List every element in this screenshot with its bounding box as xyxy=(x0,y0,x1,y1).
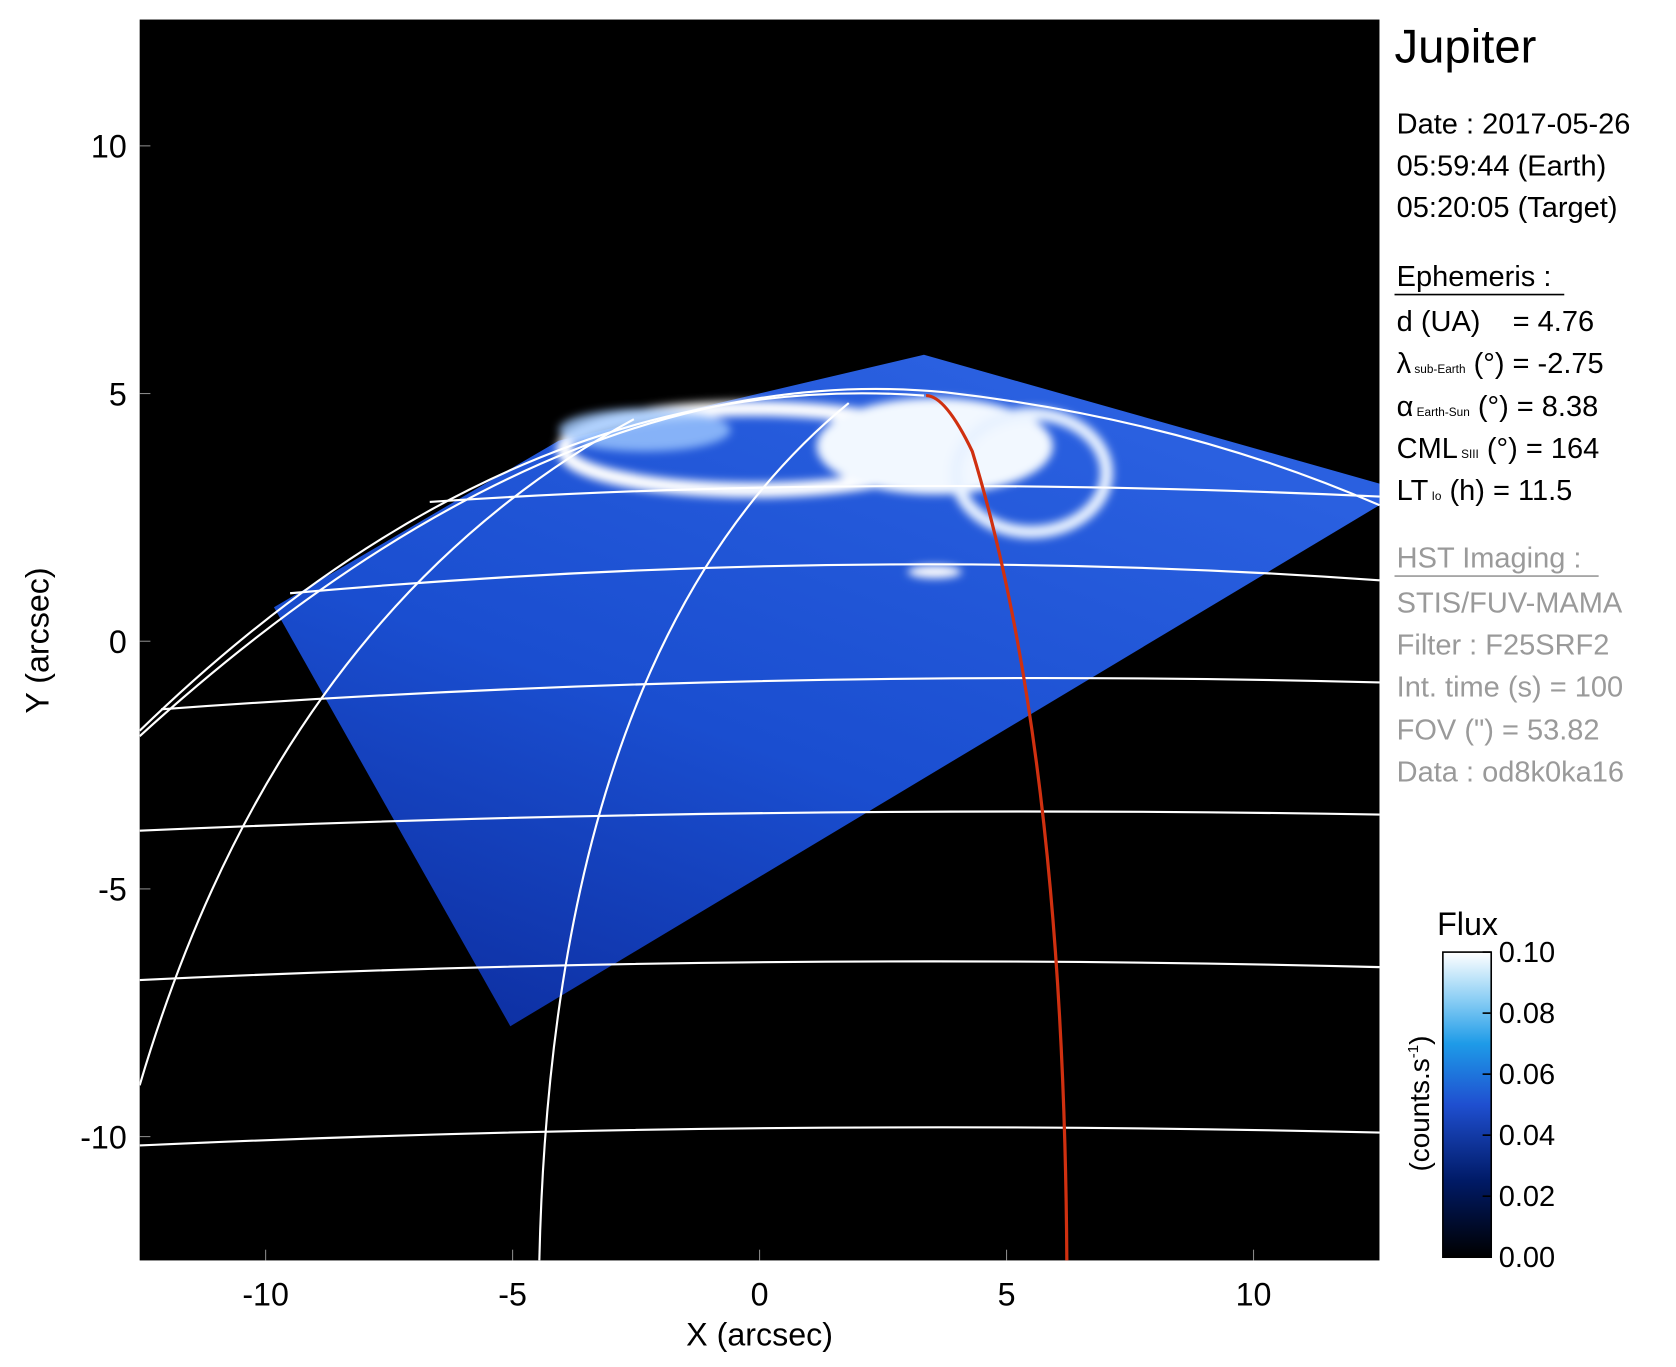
target-name: Jupiter xyxy=(1395,21,1537,74)
info-distance: d (UA) = 4.76 xyxy=(1397,306,1594,338)
symbol: λ xyxy=(1397,348,1412,380)
colorbar-tick-label: 0.10 xyxy=(1499,937,1555,969)
colorbar-tick-label: 0.06 xyxy=(1499,1059,1555,1091)
colorbar-title: Flux xyxy=(1437,906,1498,942)
x-tick-label: 0 xyxy=(751,1277,769,1313)
info-latitude: λ sub-Earth (°) = -2.75 xyxy=(1397,348,1604,380)
value-text: (°) = 164 xyxy=(1479,433,1599,465)
info-local-time: LT Io (h) = 11.5 xyxy=(1397,475,1573,507)
colorbar-tick-label: 0.04 xyxy=(1499,1120,1555,1152)
y-tick-label: -5 xyxy=(98,872,127,908)
info-instrument: STIS/FUV-MAMA xyxy=(1397,588,1623,620)
value-text: (h) = 11.5 xyxy=(1441,475,1572,507)
unit-base: (counts.s xyxy=(1404,1058,1435,1171)
info-int-time: Int. time (s) = 100 xyxy=(1397,671,1623,703)
symbol: α xyxy=(1397,391,1414,423)
y-tick-label: -10 xyxy=(80,1119,127,1155)
value-text: (°) = -2.75 xyxy=(1466,348,1604,380)
info-filter: Filter : F25SRF2 xyxy=(1397,629,1610,661)
info-cml: CML SIII (°) = 164 xyxy=(1397,433,1600,465)
colorbar-tick-label: 0.08 xyxy=(1499,998,1555,1030)
colorbar-unit: (counts.s-1) xyxy=(1404,1036,1435,1172)
symbol: CML xyxy=(1397,433,1458,465)
imaging-title: HST Imaging : xyxy=(1397,542,1582,574)
x-tick-label: 10 xyxy=(1236,1277,1272,1313)
image-content xyxy=(139,354,1380,1261)
info-dataset: Data : od8k0ka16 xyxy=(1397,756,1624,788)
colorbar-tick-label: 0.00 xyxy=(1499,1242,1555,1274)
value-text: (°) = 8.38 xyxy=(1470,391,1598,423)
y-tick-label: 10 xyxy=(91,129,127,165)
info-earth-time: 05:59:44 (Earth) xyxy=(1397,150,1607,182)
ephemeris-title: Ephemeris : xyxy=(1397,261,1552,293)
x-axis-label: X (arcsec) xyxy=(686,1316,833,1352)
x-tick-label: 5 xyxy=(998,1277,1016,1313)
grid-overlay xyxy=(139,387,1380,1261)
colorbar xyxy=(1442,951,1493,1259)
x-tick-label: -5 xyxy=(498,1277,527,1313)
subscript: Io xyxy=(1432,489,1442,503)
x-tick-label: -10 xyxy=(242,1277,289,1313)
detector-image xyxy=(273,354,1380,1027)
info-fov: FOV (") = 53.82 xyxy=(1397,714,1600,746)
y-tick-label: 5 xyxy=(109,376,127,412)
subscript: sub-Earth xyxy=(1414,362,1465,376)
info-phase: α Earth-Sun (°) = 8.38 xyxy=(1397,391,1599,423)
symbol: LT xyxy=(1397,475,1429,507)
info-date: Date : 2017-05-26 xyxy=(1397,108,1631,140)
unit-close: ) xyxy=(1404,1036,1435,1045)
unit-exponent: -1 xyxy=(1405,1045,1422,1058)
info-target-time: 05:20:05 (Target) xyxy=(1397,192,1618,224)
colorbar-tick-label: 0.02 xyxy=(1499,1181,1555,1213)
y-tick-label: 0 xyxy=(109,624,127,660)
subscript: SIII xyxy=(1461,447,1479,461)
subscript: Earth-Sun xyxy=(1417,405,1470,419)
y-axis-label: Y (arcsec) xyxy=(19,567,55,713)
reference-meridian xyxy=(925,393,1069,1261)
